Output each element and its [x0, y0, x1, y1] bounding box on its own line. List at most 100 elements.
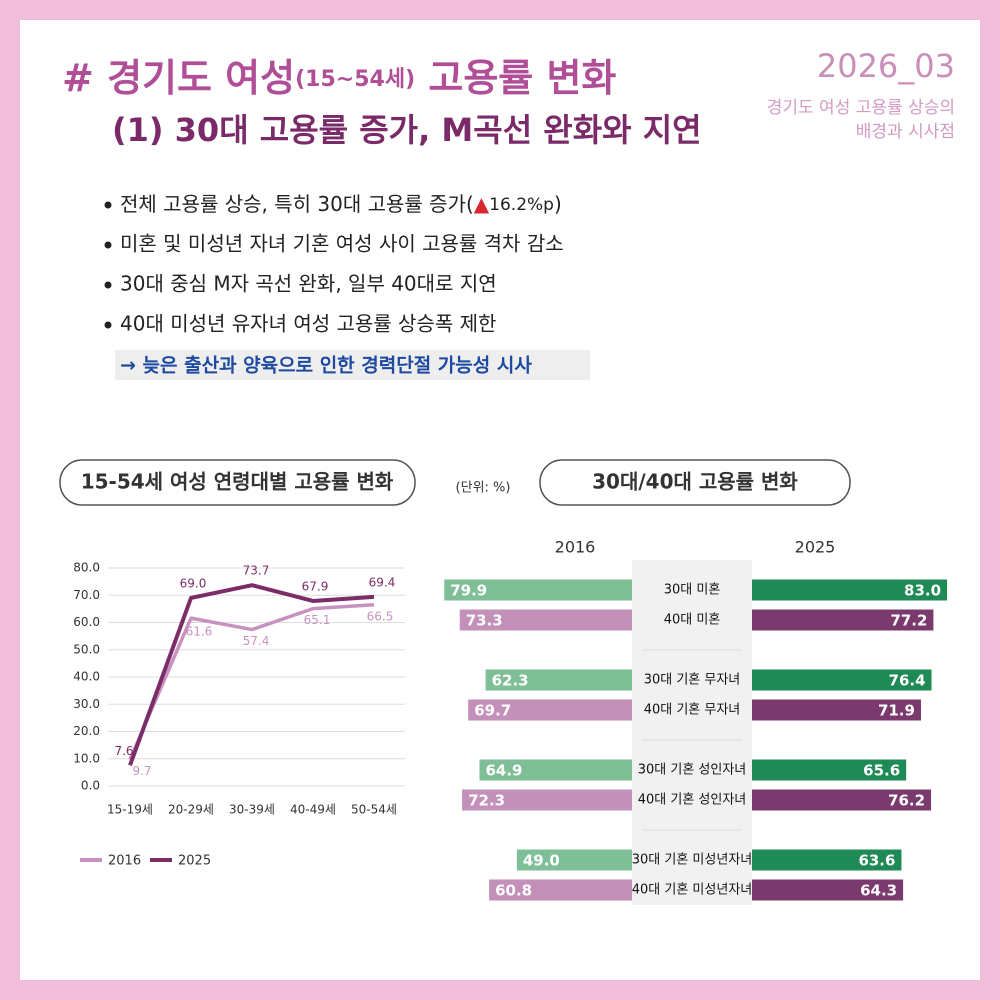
value-label: 73.7	[243, 564, 270, 578]
value-label: 69.7	[474, 702, 511, 720]
series-title: 배경과 시사점	[856, 122, 955, 142]
x-tick-label: 40-49세	[290, 803, 336, 817]
title-end: 고용률 변화	[415, 56, 616, 100]
bullet-dot	[104, 201, 112, 209]
y-tick-label: 0.0	[81, 779, 100, 793]
category-label: 30대 기혼 무자녀	[644, 673, 741, 688]
y-tick-label: 30.0	[73, 697, 100, 711]
value-label: 67.9	[302, 579, 329, 593]
value-label: 65.1	[304, 613, 331, 627]
bullet-dot	[104, 281, 112, 289]
conclusion-bg	[115, 350, 590, 380]
y-tick-label: 10.0	[73, 751, 100, 765]
value-label: 57.4	[243, 634, 270, 648]
title-main: # 경기도 여성	[62, 56, 295, 100]
up-mark: ▲	[474, 192, 490, 216]
bar	[489, 879, 632, 901]
y-tick-label: 60.0	[73, 615, 100, 629]
unit: (단위: %)	[456, 481, 511, 496]
y-tick-label: 80.0	[73, 561, 100, 575]
chart-title: 15-54세 여성 연령대별 고용률 변화	[81, 470, 394, 494]
y-tick-label: 20.0	[73, 724, 100, 738]
bar	[752, 579, 948, 601]
bullet: 40대 미성년 유자녀 여성 고용률 상승폭 제한	[120, 312, 496, 336]
value-label: 60.8	[495, 882, 532, 900]
bullet: 전체 고용률 상승, 특히 30대 고용률 증가(▲16.2%p)	[120, 192, 562, 216]
legend-label: 2025	[178, 854, 211, 869]
title-pill	[539, 459, 851, 506]
bullets: 전체 고용률 상승, 특히 30대 고용률 증가(▲16.2%p) 미혼 및 미…	[104, 192, 564, 336]
value-label: 69.0	[180, 576, 207, 590]
line	[128, 583, 375, 766]
bar	[752, 759, 907, 781]
bar	[752, 609, 934, 631]
value-label: 69.4	[369, 575, 396, 589]
value-label: 61.6	[186, 625, 213, 639]
y-tick-label: 50.0	[73, 642, 100, 656]
value-label: 64.9	[485, 762, 522, 780]
bar	[752, 849, 902, 871]
category-label: 30대 기혼 성인자녀	[638, 763, 747, 778]
bar	[459, 609, 632, 631]
x-tick-label: 30-39세	[229, 803, 275, 817]
bar	[485, 669, 632, 691]
category-label: 40대 미혼	[664, 613, 721, 628]
series-header: 2016	[555, 538, 596, 557]
category-label: 40대 기혼 성인자녀	[638, 793, 747, 808]
value-label: 76.2	[888, 792, 925, 810]
bullet-dot	[104, 321, 112, 329]
bullet: 미혼 및 미성년 자녀 기혼 여성 사이 고용률 격차 감소	[120, 232, 564, 256]
value-label: 9.7	[132, 764, 151, 778]
x-tick-label: 20-29세	[168, 803, 214, 817]
bar	[752, 699, 921, 721]
series-title: 경기도 여성 고용률 상승의	[767, 98, 955, 118]
bar	[462, 789, 632, 811]
bar	[516, 849, 632, 871]
title: # 경기도 여성(15~54세) 고용률 변화	[62, 56, 616, 100]
bullet-text: 전체 고용률 상승, 특히 30대 고용률 증가(	[120, 192, 474, 216]
value-label: 76.4	[889, 672, 926, 690]
subtitle: (1) 30대 고용률 증가, M곡선 완화와 지연	[112, 111, 702, 149]
y-tick-label: 70.0	[73, 588, 100, 602]
bar	[444, 579, 632, 601]
chart-title: 30대/40대 고용률 변화	[592, 470, 798, 494]
bullet-dot	[104, 241, 112, 249]
bullet-highlight: 16.2%p	[489, 195, 554, 215]
bar	[752, 669, 932, 691]
bullet: 30대 중심 M자 곡선 완화, 일부 40대로 지연	[120, 272, 497, 296]
label-panel	[632, 560, 752, 905]
category-label: 30대 미혼	[664, 583, 721, 598]
bar	[752, 879, 904, 901]
value-label: 7.6	[114, 744, 133, 758]
value-label: 71.9	[878, 702, 915, 720]
line	[128, 603, 375, 761]
bullet-text: )	[554, 192, 562, 216]
bar	[479, 759, 632, 781]
category-label: 30대 기혼 미성년자녀	[632, 853, 753, 868]
value-label: 63.6	[858, 852, 895, 870]
x-tick-label: 15-19세	[107, 803, 153, 817]
bar	[468, 699, 632, 721]
value-label: 62.3	[492, 672, 529, 690]
category-label: 40대 기혼 무자녀	[644, 703, 741, 718]
y-tick-label: 40.0	[73, 670, 100, 684]
value-label: 65.6	[863, 762, 900, 780]
value-label: 64.3	[860, 882, 897, 900]
series-header: 2025	[795, 538, 836, 557]
value-label: 83.0	[904, 582, 941, 600]
x-tick-label: 50-54세	[351, 803, 397, 817]
category-label: 40대 기혼 미성년자녀	[632, 883, 753, 898]
issue: 2026_03	[817, 47, 955, 85]
value-label: 66.5	[367, 609, 394, 623]
value-label: 77.2	[890, 612, 927, 630]
bar	[752, 789, 932, 811]
value-label: 72.3	[468, 792, 505, 810]
conclusion: → 늦은 출산과 양육으로 인한 경력단절 가능성 시사	[120, 355, 532, 377]
legend-label: 2016	[108, 854, 141, 869]
title-pill	[59, 459, 416, 506]
value-label: 49.0	[523, 852, 560, 870]
title-age: (15~54세)	[295, 67, 415, 92]
value-label: 73.3	[466, 612, 503, 630]
